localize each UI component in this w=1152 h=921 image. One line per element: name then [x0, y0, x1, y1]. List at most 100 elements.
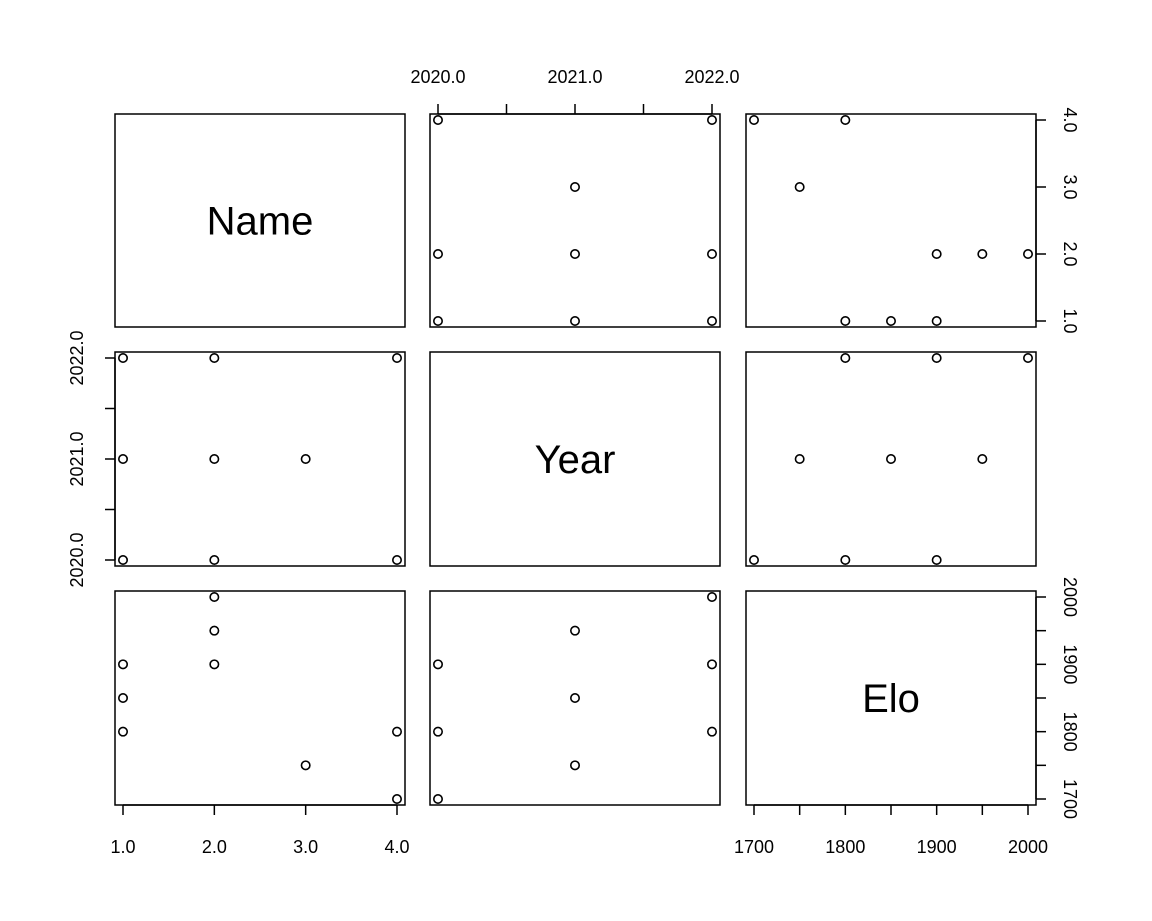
tick-label: 1900: [917, 837, 957, 857]
data-point: [118, 692, 129, 703]
data-point: [706, 115, 717, 126]
data-point: [931, 315, 942, 326]
data-point: [391, 554, 402, 565]
data-point: [118, 453, 129, 464]
data-point: [569, 692, 580, 703]
data-point: [1022, 249, 1033, 260]
data-point: [977, 453, 988, 464]
data-point: [391, 726, 402, 737]
panel-frame: [429, 351, 721, 567]
panel-name-vs-name: Name: [114, 113, 406, 328]
data-point: [432, 315, 443, 326]
data-point: [931, 352, 942, 363]
data-point: [209, 659, 220, 670]
tick-label: 1900: [1060, 644, 1080, 684]
data-point: [706, 726, 717, 737]
panel-elo-vs-year: [429, 590, 721, 806]
tick-label: 2000: [1060, 577, 1080, 617]
tick-label: 3.0: [1060, 174, 1080, 199]
data-point: [300, 760, 311, 771]
data-point: [569, 182, 580, 193]
panel-year-vs-elo: [745, 351, 1037, 567]
data-point: [391, 352, 402, 363]
panel-frame: [429, 113, 721, 328]
data-point: [569, 249, 580, 260]
data-point: [885, 315, 896, 326]
data-point: [432, 659, 443, 670]
data-point: [118, 659, 129, 670]
panels: Name Year Elo: [114, 113, 1037, 806]
data-point: [118, 554, 129, 565]
panel-name-vs-year: [429, 113, 721, 328]
tick-label: 3.0: [293, 837, 318, 857]
y-axis-left-year: 2020.0 2021.0 2022.0: [67, 330, 116, 588]
data-point: [432, 726, 443, 737]
panel-frame: [745, 351, 1037, 567]
tick-label: 2000: [1008, 837, 1048, 857]
data-point: [706, 659, 717, 670]
data-point: [569, 315, 580, 326]
panel-frame: [114, 113, 406, 328]
tick-label: 2.0: [1060, 241, 1080, 266]
panel-year-vs-name: [114, 351, 406, 567]
tick-label: 2021.0: [67, 431, 87, 486]
data-point: [931, 554, 942, 565]
panel-year-vs-year: Year: [429, 351, 721, 567]
tick-label: 4.0: [1060, 107, 1080, 132]
tick-label: 1800: [1060, 712, 1080, 752]
data-point: [432, 793, 443, 804]
data-point: [569, 760, 580, 771]
variable-label-elo: Elo: [862, 677, 920, 721]
tick-label: 1.0: [1060, 308, 1080, 333]
data-point: [118, 352, 129, 363]
tick-label: 1.0: [110, 837, 135, 857]
panel-name-vs-elo: [745, 113, 1037, 328]
tick-label: 1700: [734, 837, 774, 857]
data-point: [706, 591, 717, 602]
panel-elo-vs-elo: Elo: [745, 590, 1037, 806]
data-point: [977, 249, 988, 260]
data-point: [209, 625, 220, 636]
y-axis-right-elo: 1700 1800 1900 2000: [1035, 577, 1080, 819]
data-point: [748, 554, 759, 565]
data-point: [432, 115, 443, 126]
data-point: [209, 554, 220, 565]
data-point: [209, 453, 220, 464]
data-point: [209, 352, 220, 363]
data-point: [706, 315, 717, 326]
tick-label: 2022.0: [67, 330, 87, 385]
data-point: [118, 726, 129, 737]
data-point: [391, 793, 402, 804]
x-axis-bottom-name: 1.0 2.0 3.0 4.0: [110, 804, 410, 857]
variable-label-name: Name: [207, 200, 314, 244]
panel-elo-vs-name: [114, 590, 406, 806]
panel-frame: [114, 351, 406, 567]
x-axis-bottom-elo: 1700 1800 1900 2000: [734, 804, 1048, 857]
data-point: [840, 554, 851, 565]
data-point: [569, 625, 580, 636]
data-point: [706, 249, 717, 260]
data-point: [840, 352, 851, 363]
data-point: [432, 249, 443, 260]
tick-label: 2020.0: [410, 67, 465, 87]
data-point: [794, 453, 805, 464]
panel-frame: [745, 113, 1037, 328]
panel-frame: [429, 590, 721, 806]
data-point: [748, 115, 759, 126]
x-axis-top-year: 2020.0 2021.0 2022.0: [410, 67, 740, 115]
tick-label: 4.0: [384, 837, 409, 857]
tick-label: 2022.0: [684, 67, 739, 87]
tick-label: 1700: [1060, 779, 1080, 819]
data-point: [840, 315, 851, 326]
data-point: [209, 591, 220, 602]
tick-label: 2020.0: [67, 532, 87, 587]
data-point: [885, 453, 896, 464]
data-point: [840, 115, 851, 126]
y-axis-right-name: 1.0 2.0 3.0 4.0: [1035, 107, 1080, 334]
axes: 1.0 2.0 3.0 4.0 1700 1800 1900 2000 2020.0 2021.0…: [67, 67, 1080, 857]
panel-frame: [114, 590, 406, 806]
tick-label: 2.0: [202, 837, 227, 857]
data-point: [794, 182, 805, 193]
data-point: [1022, 352, 1033, 363]
